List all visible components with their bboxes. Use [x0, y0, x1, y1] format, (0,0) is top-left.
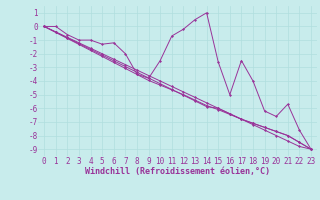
X-axis label: Windchill (Refroidissement éolien,°C): Windchill (Refroidissement éolien,°C): [85, 167, 270, 176]
